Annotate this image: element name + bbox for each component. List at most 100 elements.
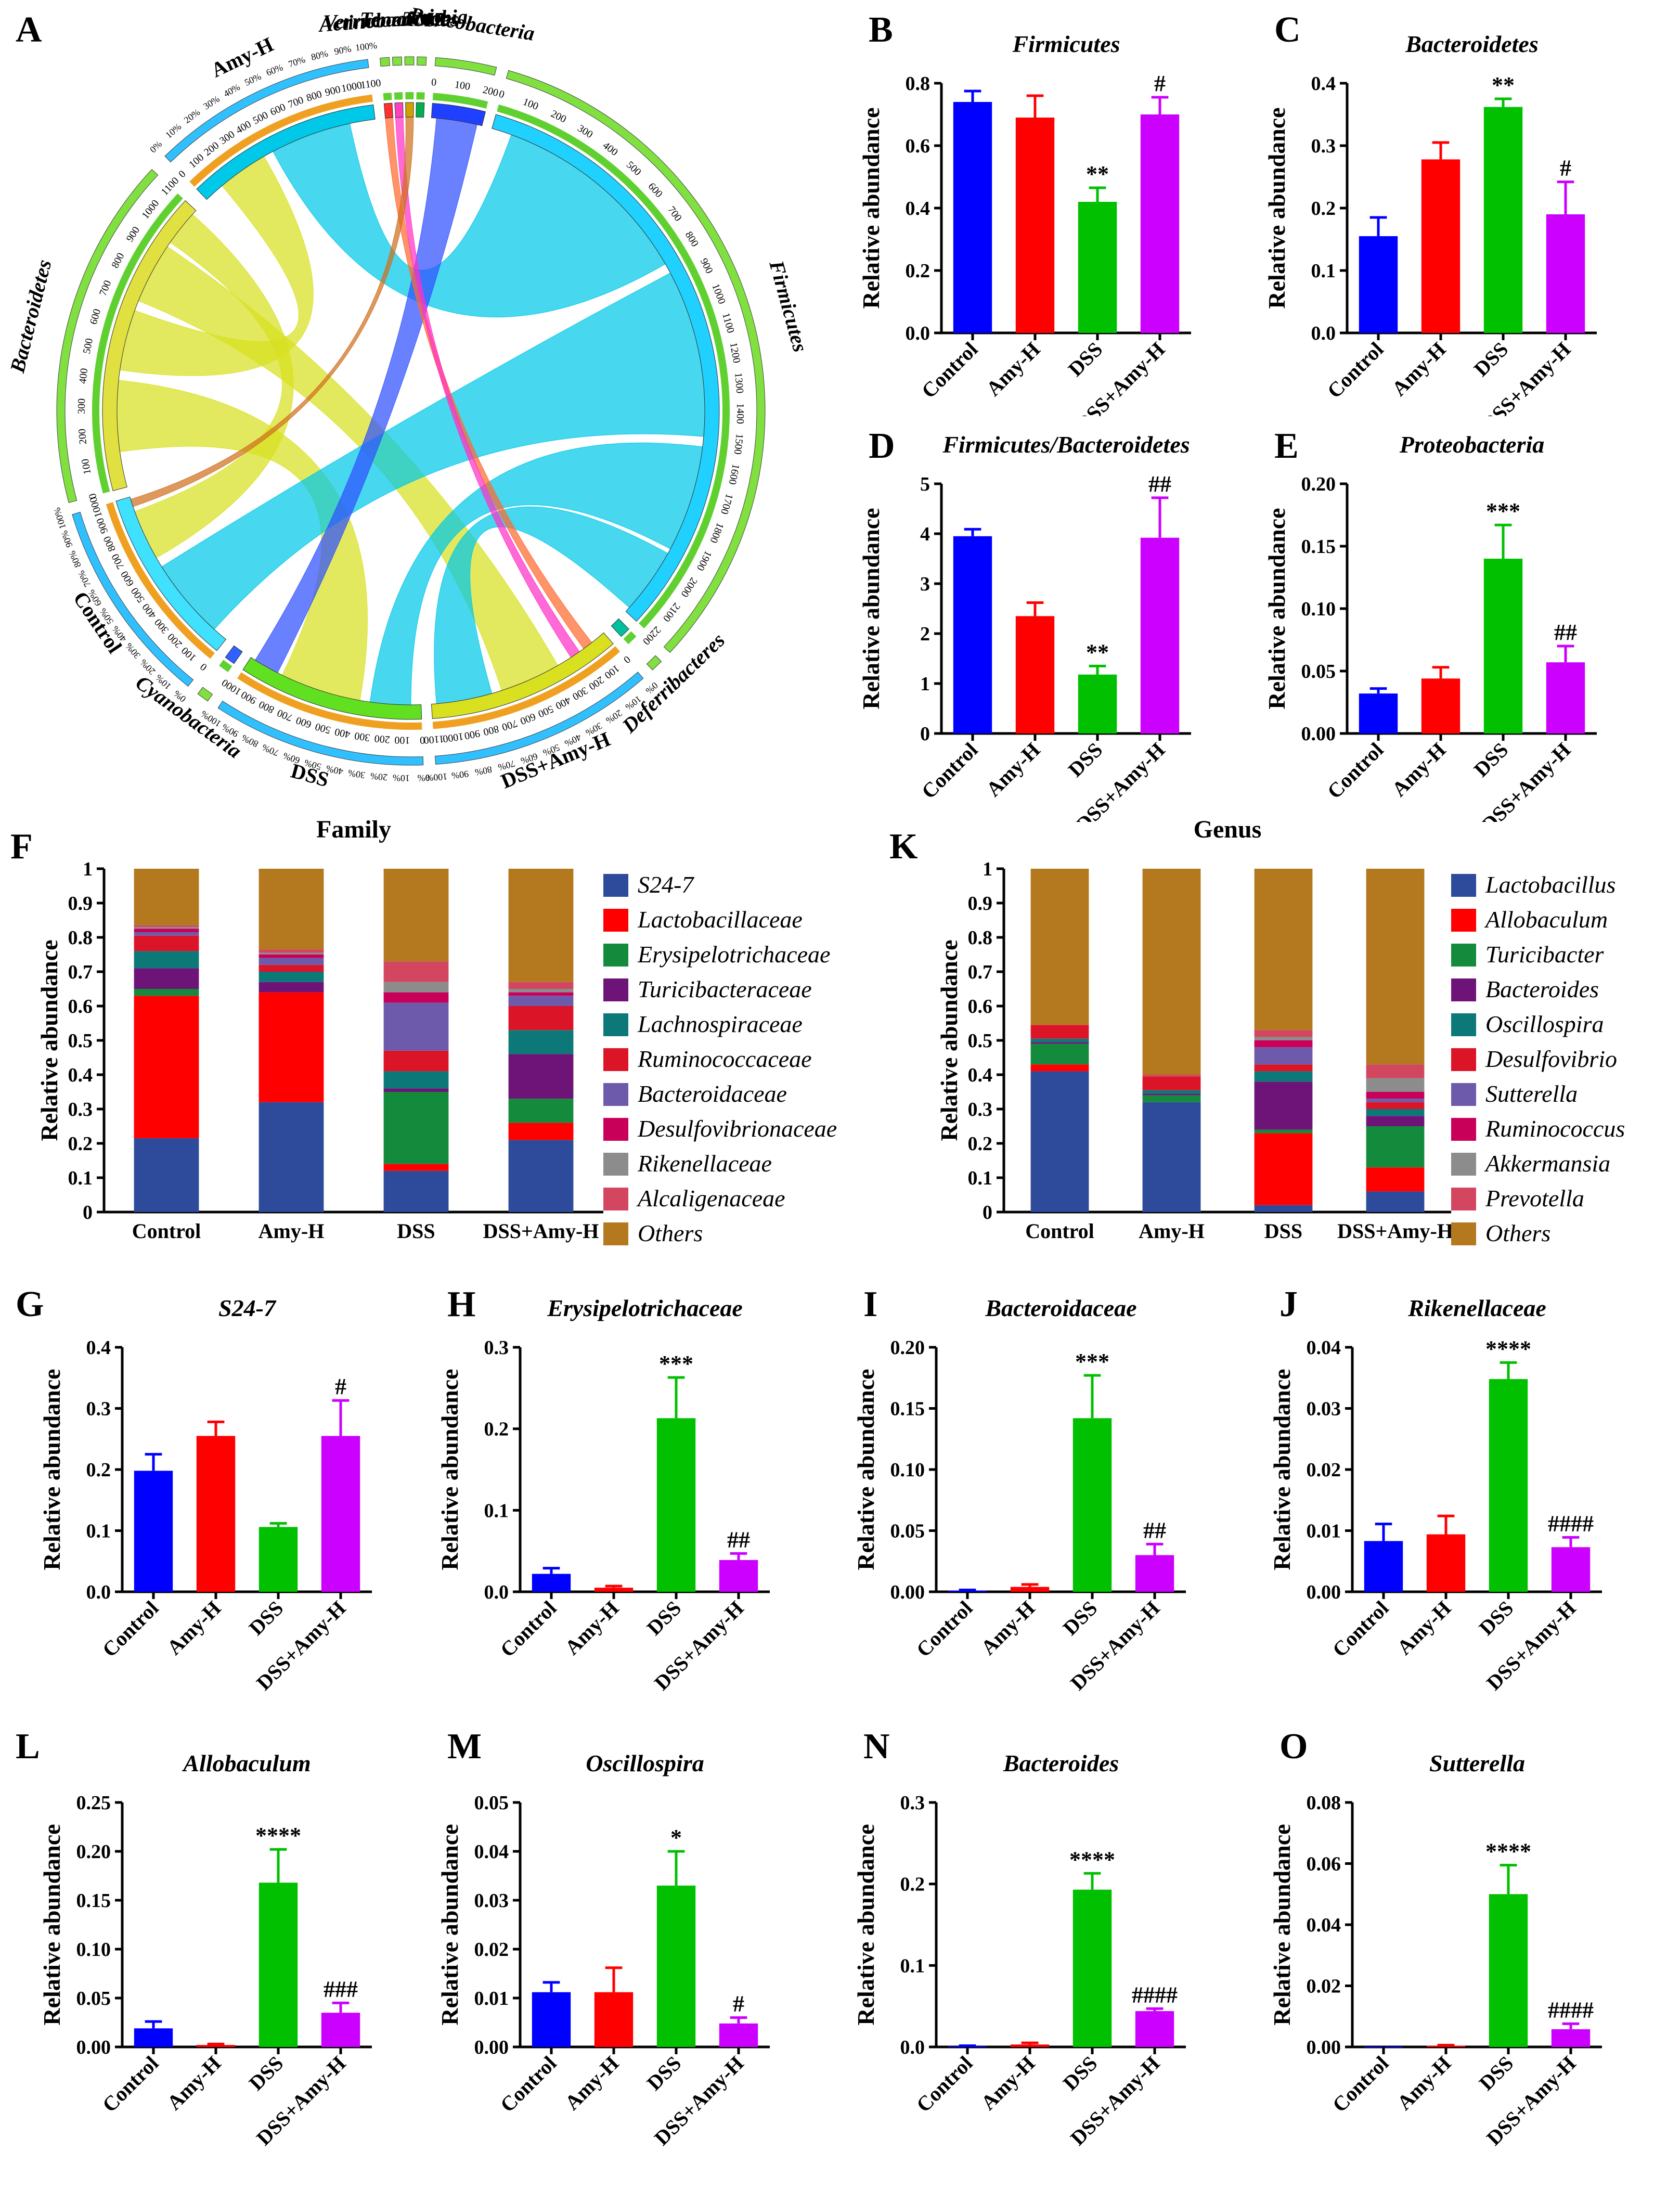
x-tick-label: DSS — [244, 2052, 288, 2095]
y-axis-label: Relative abundance — [852, 1369, 879, 1570]
legend-swatch — [1451, 1222, 1476, 1245]
bar-control — [1359, 693, 1398, 733]
sector-stack-arc — [219, 660, 232, 673]
sector-stack-arc — [432, 93, 488, 109]
x-tick-label: Amy-H — [1387, 738, 1450, 801]
x-tick-label: DSS — [244, 1596, 288, 1640]
stack-segment-others — [259, 869, 324, 950]
bar-dss — [1072, 1418, 1112, 1592]
x-tick-label: Control — [1025, 1219, 1094, 1243]
y-tick-label: 0.6 — [906, 135, 931, 157]
bar-control — [134, 2028, 173, 2047]
sector-scale-label: 900 — [239, 689, 259, 706]
sector-stack-arc — [106, 502, 215, 659]
sector-percent-label: 20% — [182, 107, 202, 125]
sector-percent-label: 70% — [261, 742, 280, 758]
stack-segment-akkermansia — [1254, 1037, 1313, 1040]
y-tick-label: 0.0 — [86, 1581, 111, 1603]
legend-label: Desulfovibrio — [1485, 1046, 1617, 1072]
sector-scale-label: 400 — [140, 601, 159, 621]
stack-segment-turicibacter — [1142, 1095, 1201, 1102]
sector-inner-arc — [492, 114, 720, 622]
y-tick-label: 0.1 — [1311, 260, 1336, 282]
x-tick-label: Amy-H — [981, 338, 1044, 401]
y-tick-label: 0.04 — [1307, 1337, 1341, 1359]
y-tick-label: 0.2 — [68, 1133, 93, 1155]
legend-swatch — [603, 978, 628, 1001]
sector-percent-label: 100% — [425, 771, 448, 783]
stack-segment-prevotella — [1142, 1075, 1201, 1077]
y-tick-label: 0 — [920, 723, 930, 745]
sector-outer-arc — [72, 511, 194, 687]
y-axis-label: Relative abundance — [1263, 107, 1290, 308]
sector-percent-label: 20% — [138, 657, 157, 677]
sector-percent-label: 50% — [243, 71, 263, 88]
sector-percent-label: 80% — [474, 764, 493, 778]
y-tick-label: 0.8 — [68, 927, 93, 949]
legend-swatch — [1451, 1048, 1476, 1071]
chart-title: Bacteroides — [1003, 1750, 1119, 1776]
sector-scale-label: 1200 — [728, 341, 743, 364]
sector-name-label: TM7 — [402, 7, 445, 31]
panel-K: K Genus Relative abundance 0 0.1 0.2 0.3 0.4 0.5… — [879, 806, 1680, 1274]
bar-dss — [1489, 1894, 1528, 2047]
x-tick-label: DSS — [642, 2052, 686, 2095]
sector-scale-label: 600 — [88, 307, 104, 326]
significance-label: ** — [1086, 639, 1109, 665]
chart-title: Oscillospira — [586, 1750, 704, 1776]
significance-label: **** — [255, 1823, 301, 1848]
sector-percent-label: 70% — [76, 569, 93, 588]
sector-scale-label: 300 — [152, 616, 171, 636]
stack-segment-lachnospiraceae — [259, 972, 324, 982]
sector-scale-label: 100 — [454, 79, 471, 93]
x-tick-label: Amy-H — [981, 738, 1044, 801]
sector-outer-arc — [197, 687, 213, 702]
stack-segment-desulfovibrionaceae — [508, 992, 574, 996]
sector-scale-label: 800 — [257, 698, 276, 715]
sector-outer-arc — [646, 655, 662, 671]
stack-segment-bacteroides — [1254, 1081, 1313, 1130]
sector-scale-label: 200 — [587, 674, 606, 692]
y-tick-label: 0.1 — [900, 1955, 925, 1977]
sector-scale-label: 300 — [571, 685, 590, 702]
stack-segment-allobaculum — [1366, 1167, 1425, 1192]
stack-segment-desulfovibrio — [1030, 1025, 1089, 1039]
bar-dss-amy-h — [1551, 1547, 1591, 1592]
sector-scale-label: 700 — [500, 717, 519, 733]
legend-label: Bacteroidaceae — [638, 1080, 787, 1107]
stack-segment-s24-7 — [259, 1102, 324, 1212]
y-tick-label: 0.25 — [76, 1792, 111, 1814]
stack-segment-desulfovibrionaceae — [383, 992, 449, 1003]
bar-dss — [1489, 1379, 1528, 1592]
sector-scale-label: 1100 — [423, 733, 445, 746]
x-tick-label: Amy-H — [1139, 1219, 1205, 1243]
legend-label: Akkermansia — [1484, 1150, 1610, 1177]
legend-label: Lactobacillus — [1485, 871, 1616, 898]
sector-scale-label: 800 — [482, 723, 500, 738]
sector-scale-label: 0 — [431, 76, 437, 88]
bar-dss-amy-h — [719, 1560, 758, 1592]
chart-title: Bacteroidaceae — [985, 1295, 1136, 1321]
stack-segment-ruminococcaceae — [508, 1006, 574, 1030]
significance-label: ## — [727, 1527, 750, 1552]
panel-C: C Bacteroidetes Relative abundance 0.0 0.1 0.… — [1259, 0, 1680, 436]
y-tick-label: 0.05 — [890, 1521, 925, 1542]
stack-segment-turicibacter — [1366, 1126, 1425, 1168]
y-tick-label: 0.7 — [68, 961, 93, 983]
y-axis-label: Relative abundance — [1269, 1824, 1295, 2025]
sector-scale-label: 1000 — [709, 282, 728, 305]
y-tick-label: 3 — [920, 573, 930, 595]
y-tick-label: 0.1 — [86, 1521, 111, 1542]
sector-percent-label: 90% — [59, 529, 74, 549]
sector-scale-label: 500 — [129, 585, 147, 604]
y-tick-label: 0.08 — [1307, 1792, 1341, 1814]
bar-dss-amy-h — [1551, 2029, 1591, 2047]
legend-swatch — [1451, 1083, 1476, 1106]
y-tick-label: 0.10 — [76, 1939, 111, 1961]
sector-percent-label: 10% — [393, 772, 410, 783]
sector-scale-label: 500 — [624, 159, 643, 178]
stack-segment-rikenellaceae — [383, 982, 449, 993]
bar-control — [532, 1574, 571, 1592]
stack-segment-lachnospiraceae — [383, 1071, 449, 1089]
legend-label: Ruminococcaceae — [637, 1046, 812, 1072]
